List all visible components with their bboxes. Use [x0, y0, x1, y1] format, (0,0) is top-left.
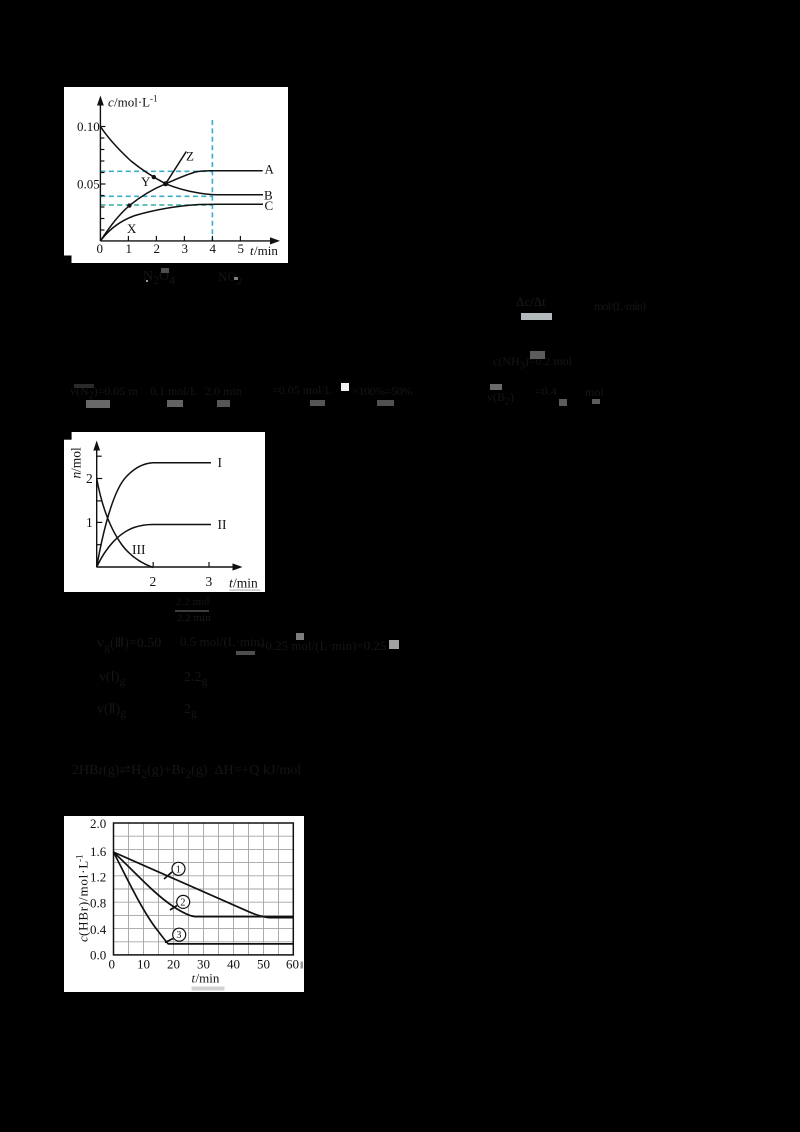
svg-text:A: A [265, 162, 275, 177]
svg-text:2.0: 2.0 [90, 816, 106, 831]
svg-text:2: 2 [180, 897, 185, 908]
svg-text:n: n [69, 472, 84, 479]
svg-text:c: c [75, 935, 90, 942]
svg-text:(HBr)/mol·L: (HBr)/mol·L [75, 860, 90, 936]
svg-text:1.6: 1.6 [90, 844, 107, 859]
svg-text:c: c [108, 95, 114, 110]
svg-text:30: 30 [197, 956, 210, 971]
svg-text:50: 50 [257, 956, 270, 971]
svg-text:Y: Y [141, 174, 151, 189]
svg-text:X: X [127, 221, 137, 236]
svg-text:1: 1 [175, 864, 180, 875]
svg-text:4: 4 [210, 241, 217, 256]
svg-text:1: 1 [86, 515, 93, 530]
svg-text:0.05: 0.05 [77, 177, 100, 192]
svg-text:t: t [250, 243, 254, 258]
svg-text:2: 2 [150, 574, 157, 589]
svg-text:II: II [218, 517, 227, 532]
svg-text:5: 5 [238, 241, 245, 256]
svg-text:-1: -1 [74, 854, 84, 862]
svg-text:1: 1 [126, 241, 133, 256]
svg-text:Z: Z [186, 149, 194, 164]
svg-text:10: 10 [137, 956, 150, 971]
svg-text:1.2: 1.2 [90, 869, 106, 884]
svg-text:/min: /min [254, 243, 278, 258]
svg-text:0: 0 [97, 241, 104, 256]
svg-text:0.8: 0.8 [90, 895, 106, 910]
svg-text:2: 2 [154, 241, 161, 256]
svg-text:I: I [218, 455, 223, 470]
svg-text:III: III [132, 542, 146, 557]
svg-text:/mol: /mol [69, 447, 84, 472]
svg-text:3: 3 [206, 574, 213, 589]
svg-text:60: 60 [286, 956, 299, 971]
svg-text:-1: -1 [150, 94, 158, 104]
svg-text:t: t [191, 970, 195, 985]
svg-text:3: 3 [182, 241, 189, 256]
svg-text:/mol·L: /mol·L [114, 95, 150, 110]
svg-text:40: 40 [227, 956, 240, 971]
svg-text:2: 2 [86, 471, 93, 486]
svg-text:3: 3 [176, 930, 181, 941]
svg-text:0.0: 0.0 [90, 947, 106, 962]
svg-text:t: t [229, 576, 234, 591]
svg-text:/min: /min [195, 970, 219, 985]
svg-text:0: 0 [108, 956, 115, 971]
svg-text:0.4: 0.4 [90, 922, 107, 937]
svg-text:C: C [265, 198, 274, 213]
svg-text:20: 20 [167, 956, 180, 971]
svg-text:0.10: 0.10 [77, 119, 100, 134]
svg-text:/min: /min [233, 576, 258, 591]
svg-text:B: B [264, 188, 273, 203]
